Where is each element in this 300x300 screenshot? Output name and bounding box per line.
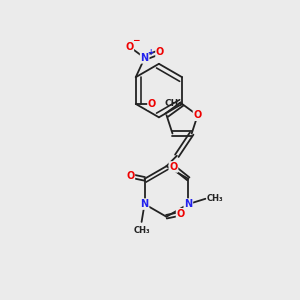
Text: CH₃: CH₃: [207, 194, 224, 203]
Text: O: O: [148, 99, 156, 109]
Text: N: N: [141, 53, 149, 63]
Text: O: O: [169, 162, 178, 172]
Text: +: +: [147, 48, 153, 57]
Text: CH₃: CH₃: [165, 99, 183, 108]
Text: O: O: [125, 42, 133, 52]
Text: N: N: [184, 199, 192, 209]
Text: O: O: [194, 110, 202, 120]
Text: N: N: [140, 199, 148, 209]
Text: −: −: [132, 36, 140, 45]
Text: O: O: [126, 171, 134, 181]
Text: O: O: [156, 47, 164, 57]
Text: CH₃: CH₃: [133, 226, 150, 235]
Text: O: O: [177, 209, 185, 219]
